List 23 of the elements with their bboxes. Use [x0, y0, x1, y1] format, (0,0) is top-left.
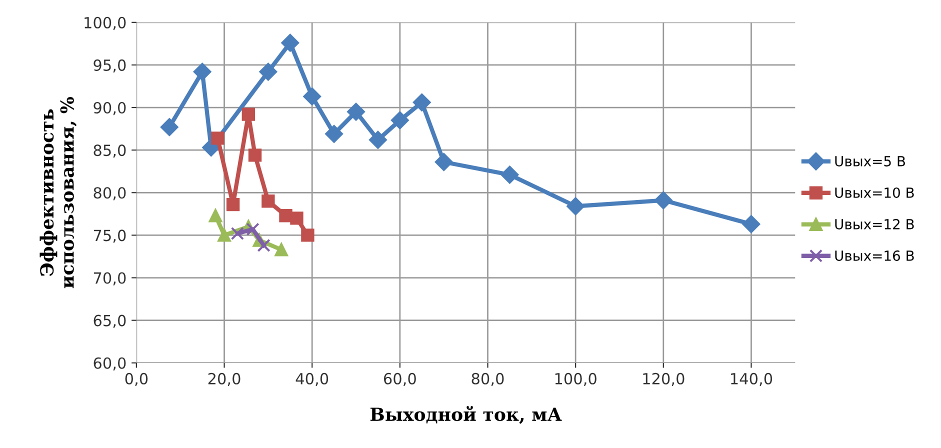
y-tick-label: 100,0 [84, 16, 126, 30]
x-tick-label: 80,0 [472, 372, 504, 386]
legend-label: Uвых=10 В [835, 187, 914, 198]
y-tick-label: 80,0 [94, 187, 126, 200]
x-tick-label: 60,0 [384, 372, 416, 386]
legend-label: Uвых=12 В [835, 218, 914, 230]
x-tick-label: 120,0 [643, 372, 684, 386]
y-axis-title: Эффективность использования, % [40, 97, 77, 288]
y-tick-label: 60,0 [94, 357, 126, 370]
y-tick-label: 90,0 [94, 102, 126, 116]
y-tick-label: 70,0 [94, 272, 126, 286]
y-tick-label: 95,0 [94, 59, 126, 73]
y-tick-label: 75,0 [94, 230, 126, 243]
x-tick-label: 20,0 [208, 372, 240, 386]
y-tick-label: 85,0 [94, 144, 126, 158]
x-tick-label: 0,0 [125, 372, 148, 386]
legend-label: Uвых=16 В [835, 250, 914, 261]
x-tick-label: 100,0 [555, 372, 596, 386]
x-tick-label: 140,0 [731, 372, 772, 386]
x-axis-title: Выходной ток, мА [370, 406, 562, 424]
legend-label: Uвых=5 В [835, 156, 906, 166]
y-tick-label: 65,0 [94, 314, 126, 328]
x-tick-label: 40,0 [296, 372, 328, 386]
